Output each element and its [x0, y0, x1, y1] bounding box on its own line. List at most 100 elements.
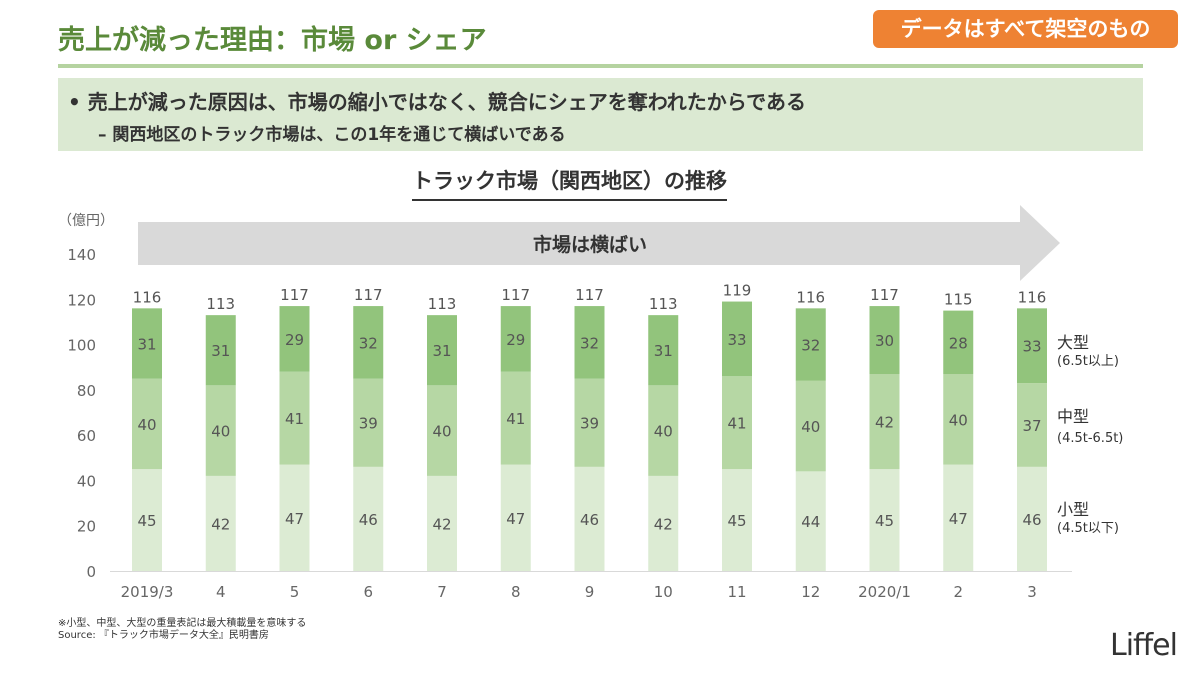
data-label: 40 [654, 423, 673, 441]
data-label: 46 [580, 511, 599, 529]
data-label: 47 [949, 510, 968, 528]
data-label: 31 [654, 342, 673, 360]
data-label: 28 [949, 334, 968, 352]
data-label: 47 [506, 510, 525, 528]
y-tick-label: 20 [77, 518, 96, 536]
data-label: 40 [137, 416, 156, 434]
total-label: 117 [870, 286, 899, 304]
bar-segment [500, 371, 531, 465]
bar-segment [205, 315, 236, 386]
bar-segment [869, 306, 900, 375]
bar-segment [427, 315, 457, 386]
bar-segment [943, 464, 974, 571]
y-tick-label: 40 [77, 472, 96, 490]
data-label: 47 [285, 510, 304, 528]
data-label: 30 [875, 332, 894, 350]
bar-segment [943, 310, 974, 375]
bar-segment [1017, 466, 1047, 571]
data-label: 41 [727, 415, 746, 433]
bar-segment [722, 376, 752, 470]
bar-segment [943, 374, 974, 465]
bar-segment [869, 374, 900, 470]
data-label: 32 [580, 334, 599, 352]
bar-segment [574, 378, 605, 467]
key-message-sub: – 関西地区のトラック市場は、この1年を通じて横ばいである [98, 125, 566, 145]
y-axis-unit: （億円） [58, 213, 114, 229]
bar-segment [574, 466, 605, 571]
total-label: 113 [649, 295, 678, 313]
bar-segment [132, 308, 162, 379]
x-tick-label: 10 [654, 583, 673, 601]
x-tick-label: 11 [727, 583, 746, 601]
bar-segment [427, 385, 457, 476]
x-tick-label: 2020/1 [858, 583, 911, 601]
bar-segment [795, 380, 826, 472]
data-label: 31 [432, 342, 451, 360]
bar-segment [722, 469, 752, 571]
bar-segment [795, 308, 826, 381]
legend-small: 小型 [1057, 500, 1090, 519]
total-label: 117 [280, 286, 309, 304]
data-label: 40 [949, 411, 968, 429]
data-label: 42 [432, 515, 451, 533]
bar-segment [353, 466, 384, 571]
data-label: 32 [801, 337, 820, 355]
bar-segment [205, 385, 236, 476]
bar-segment [869, 469, 900, 571]
data-label: 42 [211, 515, 230, 533]
bar-segment [353, 306, 384, 379]
data-label: 42 [654, 515, 673, 533]
legend-medium-sub: (4.5t-6.5t) [1057, 431, 1124, 446]
data-label: 46 [359, 511, 378, 529]
trend-arrow [138, 205, 1060, 281]
y-tick-label: 80 [77, 382, 96, 400]
bar-segment [132, 469, 162, 571]
data-label: 45 [727, 512, 746, 530]
data-label: 40 [211, 423, 230, 441]
data-label: 33 [1022, 338, 1041, 356]
data-label: 41 [285, 410, 304, 428]
y-tick-label: 120 [67, 291, 96, 309]
bar-segment [279, 464, 310, 571]
key-message: • 売上が減った原因は、市場の縮小ではなく、競合にシェアを奪われたからである [68, 90, 806, 114]
bar-segment [574, 306, 605, 379]
data-label: 46 [1022, 511, 1041, 529]
bar-segment [205, 475, 236, 571]
bar-segment [1017, 383, 1047, 467]
y-tick-label: 0 [86, 563, 96, 581]
legend-large-sub: (6.5t以上) [1057, 354, 1119, 369]
source-text: Source: 『トラック市場データ大全』民明書房 [58, 630, 269, 641]
total-label: 117 [575, 286, 604, 304]
x-tick-label: 7 [437, 583, 447, 601]
data-label: 42 [875, 414, 894, 432]
bar-segment [722, 301, 752, 377]
total-label: 115 [944, 291, 973, 309]
company-logo: Liffel [1110, 628, 1178, 663]
total-label: 113 [206, 295, 235, 313]
total-label: 116 [133, 288, 162, 306]
total-label: 116 [1018, 288, 1047, 306]
bar-segment [648, 315, 679, 386]
data-label: 40 [432, 423, 451, 441]
total-label: 116 [796, 288, 825, 306]
bar-segment [279, 306, 310, 372]
slide-title: 売上が減った理由：市場 or シェア [58, 25, 487, 56]
bar-segment [353, 378, 384, 467]
x-tick-label: 12 [801, 583, 820, 601]
bar-segment [500, 464, 531, 571]
bar-segment [132, 378, 162, 470]
footnote-text: ※小型、中型、大型の重量表記は最大積載量を意味する [58, 618, 307, 629]
x-tick-label: 5 [290, 583, 300, 601]
key-message-box: • 売上が減った原因は、市場の縮小ではなく、競合にシェアを奪われたからである –… [58, 78, 1143, 151]
trend-arrow-label: 市場は横ばい [533, 233, 647, 256]
bar-segment [648, 475, 679, 571]
total-label: 119 [723, 282, 752, 300]
x-tick-label: 2 [953, 583, 963, 601]
x-tick-label: 8 [511, 583, 521, 601]
y-tick-label: 100 [67, 337, 96, 355]
fictional-data-badge: データはすべて架空のもの [873, 10, 1178, 48]
data-label: 29 [285, 331, 304, 349]
data-label: 45 [137, 512, 156, 530]
